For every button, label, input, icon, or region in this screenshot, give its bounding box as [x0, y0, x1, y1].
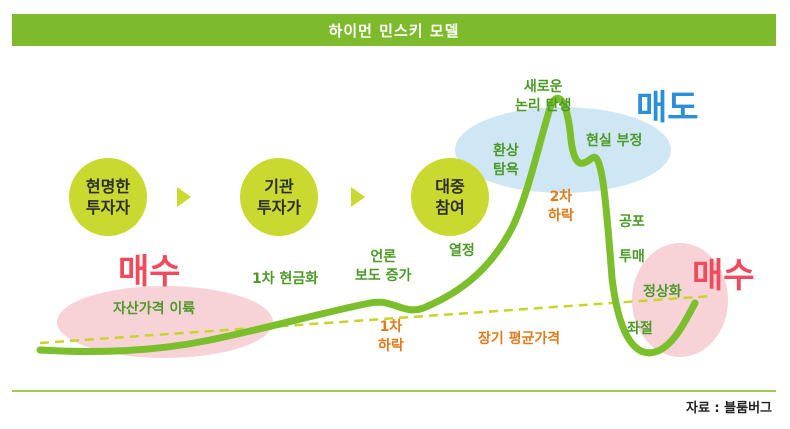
stage-public-participation: 대중 참여 [411, 158, 489, 236]
source-note: 자료 : 블룸버그 [685, 401, 772, 416]
label-media-coverage: 언론 보도 증가 [355, 249, 412, 284]
label-enthusiasm: 열정 [449, 243, 475, 259]
bottom-divider [12, 390, 776, 392]
label-asset-price-rise: 자산가격 이륙 [113, 301, 196, 317]
label-despair: 좌절 [627, 321, 653, 337]
label-first-drop: 1차 하락 [378, 319, 404, 354]
sell-label: 매도 [636, 88, 699, 128]
buy-label-left: 매수 [118, 252, 181, 292]
label-normalization: 정상화 [643, 284, 682, 300]
label-first-cash-out: 1차 현금화 [252, 271, 319, 287]
buy-label-right: 매수 [692, 256, 755, 296]
label-new-logic: 새로운 논리 탄생 [515, 79, 572, 114]
arrow-right-icon [351, 187, 365, 207]
buy-zone-right [632, 243, 728, 357]
long-term-average-line [39, 294, 713, 345]
sell-zone [455, 107, 671, 193]
price-curve [36, 94, 699, 357]
label-second-drop: 2차 하락 [548, 189, 574, 224]
stage-smart-investors: 현명한 투자자 [69, 158, 147, 236]
label-denial: 현실 부정 [586, 133, 643, 149]
stage-institutional-investors: 기관 투자가 [240, 158, 318, 236]
arrow-right-icon [177, 187, 191, 207]
label-euphoria-greed: 환상 탐욕 [493, 143, 519, 178]
label-panic-sell: 투매 [619, 249, 645, 265]
diagram-title: 하이먼 민스키 모델 [12, 14, 776, 46]
label-long-term-average: 장기 평균가격 [478, 331, 561, 347]
label-fear: 공포 [619, 214, 645, 230]
